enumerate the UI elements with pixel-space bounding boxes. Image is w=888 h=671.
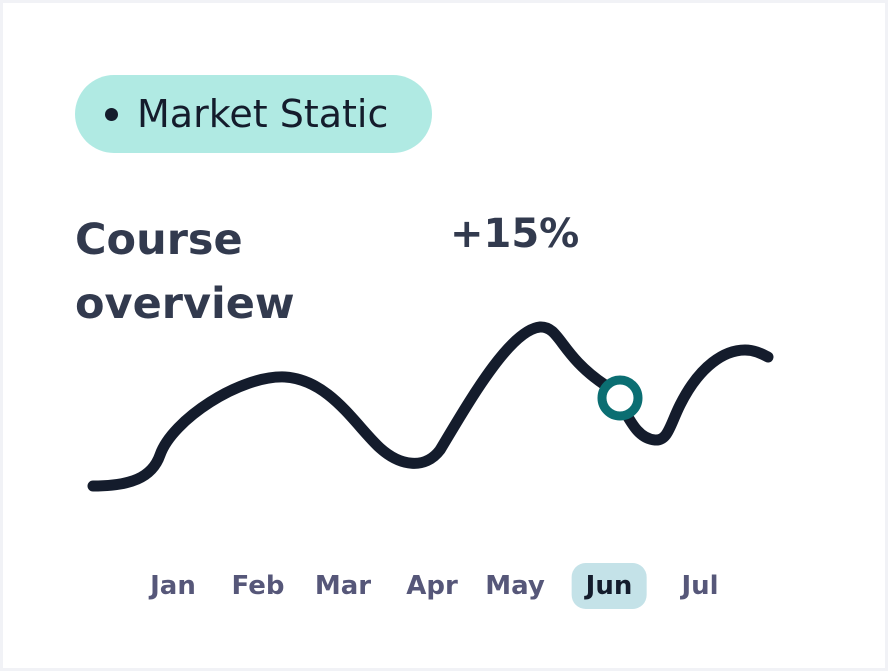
month-mar[interactable]: Mar bbox=[314, 571, 372, 601]
month-axis: Jan Feb Mar Apr May Jun Jul bbox=[0, 563, 888, 611]
month-jul[interactable]: Jul bbox=[681, 571, 719, 601]
month-feb[interactable]: Feb bbox=[231, 571, 285, 601]
card-title: Course overview bbox=[75, 215, 295, 329]
month-may[interactable]: May bbox=[485, 571, 545, 601]
change-value: +15% bbox=[450, 211, 580, 257]
selected-point-marker bbox=[597, 375, 643, 421]
month-apr[interactable]: Apr bbox=[406, 571, 458, 601]
market-status-badge[interactable]: Market Static bbox=[75, 75, 432, 153]
month-jan[interactable]: Jan bbox=[150, 571, 196, 601]
month-jun-selected[interactable]: Jun bbox=[571, 563, 647, 609]
course-overview-card: Market Static Course overview +15% bbox=[3, 3, 885, 668]
badge-label: Market Static bbox=[137, 92, 389, 136]
trend-line bbox=[87, 321, 774, 492]
status-dot-icon bbox=[105, 107, 118, 121]
